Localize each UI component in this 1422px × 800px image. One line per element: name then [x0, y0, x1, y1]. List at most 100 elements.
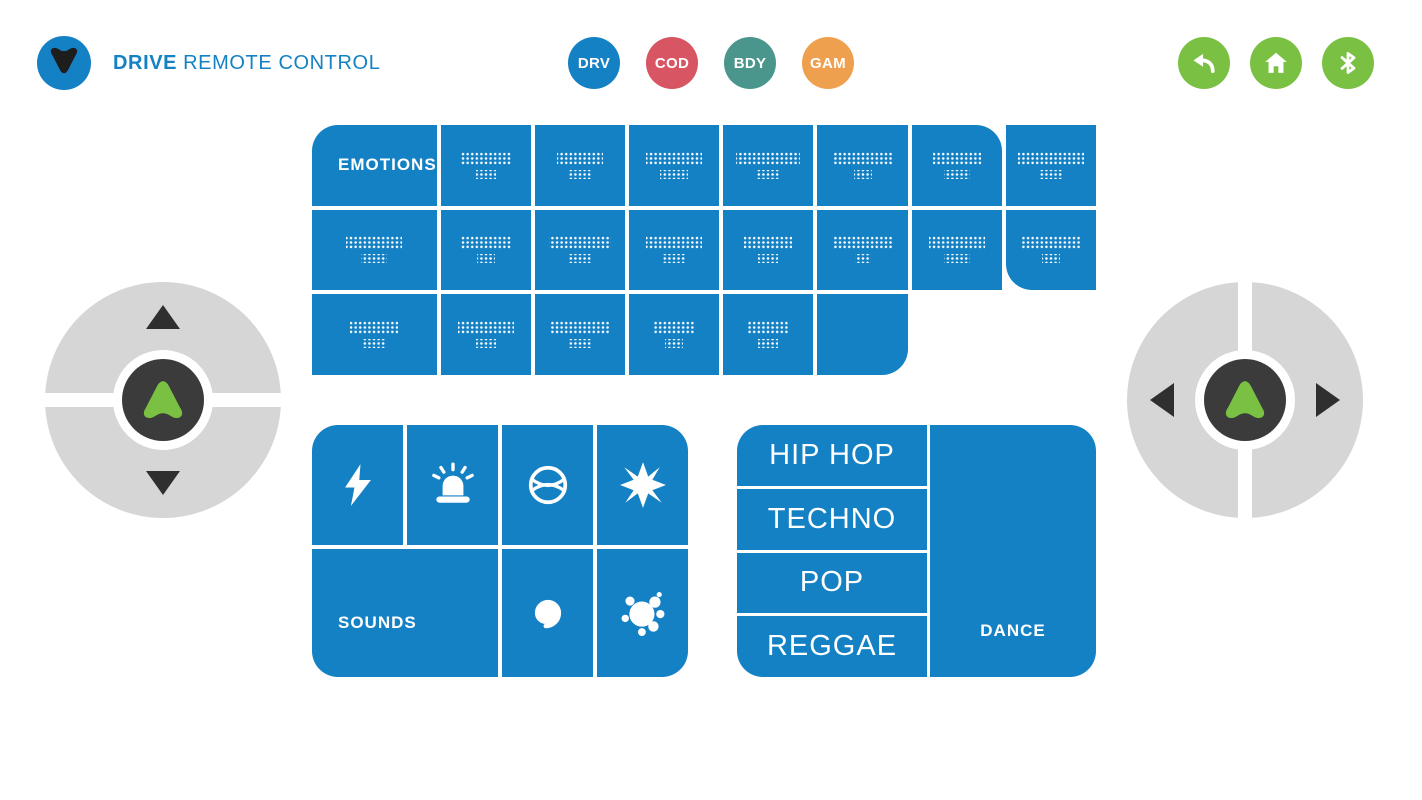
- sound-lightning-tile[interactable]: [312, 425, 403, 545]
- tab-code[interactable]: COD: [646, 37, 698, 89]
- emotion-tile[interactable]: [312, 209, 437, 291]
- dot-matrix-text: [350, 321, 399, 335]
- dot-matrix-text: [748, 321, 789, 335]
- dot-matrix-text: [567, 254, 592, 264]
- dot-matrix-text: [459, 151, 512, 165]
- dot-matrix-text: [653, 321, 696, 335]
- emotion-tile[interactable]: [440, 125, 531, 206]
- dance-panel-label-tile: DANCE: [930, 425, 1096, 677]
- dot-matrix-text: [928, 236, 985, 250]
- dpad-right-center-button[interactable]: [1204, 359, 1286, 441]
- dot-matrix-text: [1017, 151, 1084, 165]
- starburst-icon: [619, 462, 666, 508]
- emotion-tile[interactable]: [817, 125, 908, 206]
- app-logo: [37, 36, 91, 90]
- emotions-panel-label-tile: EMOTIONS: [312, 125, 437, 206]
- sound-starburst-tile[interactable]: [597, 425, 688, 545]
- dance-style-label: POP: [799, 566, 865, 599]
- home-icon: [1265, 52, 1287, 73]
- emotion-tile[interactable]: [629, 209, 720, 291]
- emotion-tile[interactable]: [911, 209, 1002, 291]
- dot-matrix-text: [646, 236, 703, 250]
- dot-matrix-text: [943, 254, 970, 264]
- tab-body[interactable]: BDY: [724, 37, 776, 89]
- emotion-tile[interactable]: [534, 125, 626, 206]
- emotions-blank-tile: [817, 294, 908, 375]
- dpad-left-button[interactable]: [1150, 383, 1174, 417]
- emotion-tile[interactable]: [723, 294, 814, 375]
- dot-matrix-text: [1039, 169, 1062, 179]
- dot-matrix-text: [567, 339, 592, 349]
- dot-matrix-text: [476, 254, 495, 264]
- dot-matrix-text: [548, 236, 611, 250]
- dance-label: DANCE: [980, 621, 1046, 640]
- dot-matrix-text: [663, 254, 686, 264]
- dot-matrix-text: [475, 339, 496, 349]
- spiral-icon: [534, 599, 561, 629]
- robot-triangle-icon: [143, 381, 183, 419]
- emotion-tile[interactable]: [1005, 125, 1096, 206]
- emotion-tile[interactable]: [440, 209, 531, 291]
- robot-triangle-icon: [1225, 381, 1265, 419]
- dpad-down-button[interactable]: [146, 471, 180, 495]
- dot-matrix-text: [363, 339, 386, 349]
- dot-matrix-text: [833, 236, 892, 250]
- emotion-tile[interactable]: [629, 125, 720, 206]
- dot-matrix-text: [932, 151, 981, 165]
- sound-siren-tile[interactable]: [407, 425, 498, 545]
- sounds-label: SOUNDS: [338, 613, 417, 632]
- home-button[interactable]: [1250, 37, 1302, 89]
- emotion-tile[interactable]: [1005, 209, 1096, 291]
- dot-matrix-text: [646, 151, 703, 165]
- header-actions: [1178, 37, 1374, 89]
- dot-matrix-text: [361, 254, 388, 264]
- dpad-up-button[interactable]: [146, 305, 180, 329]
- dot-matrix-text: [1021, 236, 1080, 250]
- dot-matrix-text: [757, 169, 780, 179]
- sounds-panel-label-tile: SOUNDS: [312, 549, 498, 677]
- dot-matrix-text: [744, 236, 793, 250]
- emotion-tile[interactable]: [723, 209, 814, 291]
- dot-matrix-text: [459, 236, 512, 250]
- emotion-tile[interactable]: [911, 125, 1002, 206]
- dpad-right: [1127, 278, 1363, 522]
- dance-style-techno[interactable]: TECHNO: [737, 488, 927, 550]
- dance-style-pop[interactable]: POP: [737, 552, 927, 614]
- dot-matrix-text: [1041, 254, 1060, 264]
- sound-splat-tile[interactable]: [597, 549, 688, 677]
- emotion-tile[interactable]: [534, 209, 626, 291]
- splat-icon: [621, 591, 664, 636]
- sound-spiral-tile[interactable]: [502, 549, 593, 677]
- dpad-left-center-button[interactable]: [122, 359, 204, 441]
- dance-style-label: HIP HOP: [769, 438, 895, 471]
- tab-drive[interactable]: DRV: [568, 37, 620, 89]
- emotion-tile[interactable]: [817, 209, 908, 291]
- dpad-left: [41, 282, 285, 518]
- undo-button[interactable]: [1178, 37, 1230, 89]
- undo-arrow-icon: [1193, 53, 1215, 74]
- dot-matrix-text: [833, 151, 892, 165]
- emotion-tile[interactable]: [629, 294, 720, 375]
- dot-matrix-text: [475, 169, 496, 179]
- tab-game[interactable]: GAM: [802, 37, 854, 89]
- emotion-tile[interactable]: [534, 294, 626, 375]
- app-title: DRIVE REMOTE CONTROL: [113, 52, 380, 75]
- dance-style-reggae[interactable]: REGGAE: [737, 616, 927, 677]
- dot-matrix-text: [943, 169, 970, 179]
- dance-style-hiphop[interactable]: HIP HOP: [737, 425, 927, 486]
- emotion-tile[interactable]: [723, 125, 814, 206]
- bluetooth-button[interactable]: [1322, 37, 1374, 89]
- sounds-panel: SOUNDS: [312, 425, 688, 677]
- emotions-label: EMOTIONS: [338, 155, 437, 175]
- dot-matrix-text: [853, 169, 872, 179]
- dot-matrix-text: [457, 321, 514, 335]
- dot-matrix-text: [567, 169, 592, 179]
- emotion-tile[interactable]: [312, 294, 437, 375]
- dot-matrix-text: [854, 254, 871, 264]
- bluetooth-icon: [1340, 52, 1356, 74]
- dot-matrix-text: [665, 339, 684, 349]
- emotion-tile[interactable]: [440, 294, 531, 375]
- dance-style-label: TECHNO: [767, 502, 897, 535]
- sound-ball-tile[interactable]: [502, 425, 593, 545]
- dpad-right-button[interactable]: [1316, 383, 1340, 417]
